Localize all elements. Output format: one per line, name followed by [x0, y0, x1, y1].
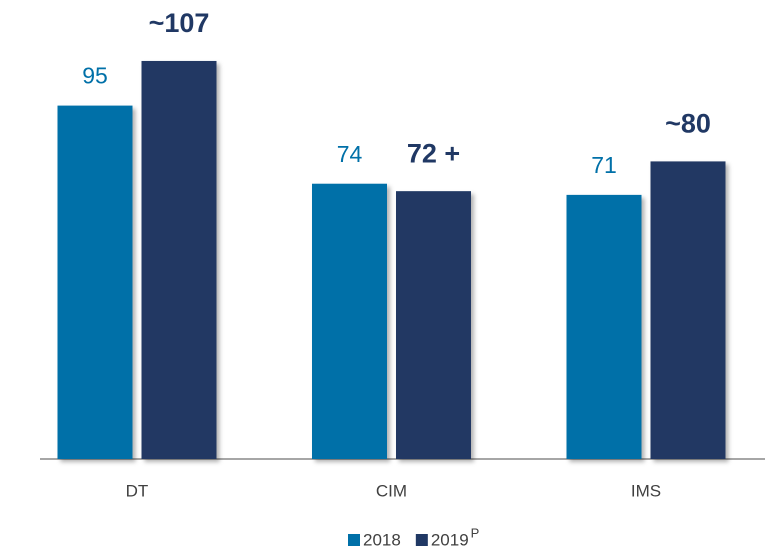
data-label: 95 — [82, 63, 108, 89]
bar — [650, 161, 726, 459]
data-label: ~80 — [665, 109, 711, 139]
data-label: ~107 — [149, 8, 210, 38]
bar — [566, 194, 642, 459]
bar — [57, 105, 133, 459]
data-label: 71 — [591, 152, 617, 178]
legend-swatch — [348, 534, 360, 546]
bar — [312, 183, 387, 459]
x-tick-label: CIM — [376, 481, 407, 500]
bar — [141, 60, 217, 460]
bar — [396, 191, 471, 459]
x-tick-label: DT — [126, 481, 149, 500]
legend-superscript: P — [471, 525, 480, 540]
data-label: 72 + — [407, 138, 460, 168]
legend-swatch — [415, 534, 428, 546]
legend-label: 2018 — [363, 530, 401, 549]
data-label: 74 — [337, 141, 363, 167]
x-tick-label: IMS — [631, 481, 661, 500]
legend-label: 2019 — [431, 530, 469, 549]
